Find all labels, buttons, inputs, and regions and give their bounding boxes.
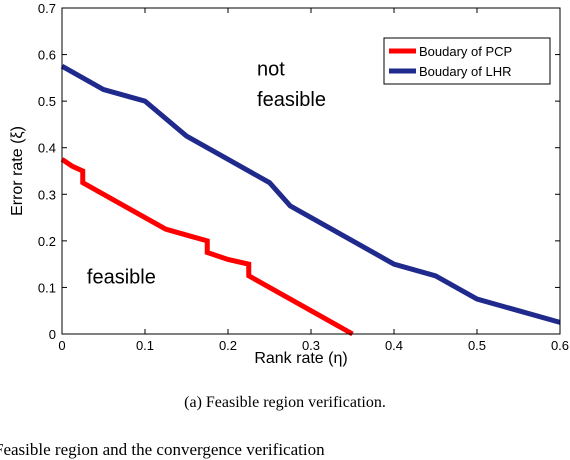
- region-annotation-1: not: [257, 59, 285, 81]
- x-axis-label: Rank rate (η): [254, 350, 347, 367]
- x-tick-label: 0.5: [468, 338, 486, 353]
- y-tick-label: 0: [49, 327, 56, 342]
- footer-text: Feasible region and the convergence veri…: [0, 440, 325, 459]
- x-tick-label: 0.4: [385, 338, 403, 353]
- y-tick-label: 0.6: [38, 48, 56, 63]
- plot-area: 0 0.1 0.2 0.3 0.4 0.5 0.6 0 0.1 0.2 0.3 0.4 0.5 0.6 0.…: [9, 1, 569, 367]
- y-tick-label: 0.3: [38, 187, 56, 202]
- series-line-1: [60, 157, 354, 337]
- y-tick-label: 0.5: [38, 94, 56, 109]
- y-axis-label: Error rate (ξ): [9, 126, 26, 216]
- region-annotation-2: feasible: [257, 89, 326, 111]
- y-tick-label: 0.1: [38, 280, 56, 295]
- x-tick-label: 0.1: [136, 338, 154, 353]
- legend-label-2: Boudary of LHR: [419, 64, 512, 79]
- figure-caption: (a) Feasible region verification.: [184, 394, 386, 411]
- y-tick-label: 0.7: [38, 1, 56, 16]
- region-annotation-3: feasible: [87, 267, 156, 289]
- x-tick-label: 0.2: [219, 338, 237, 353]
- legend-box: [383, 37, 551, 85]
- y-tick-label: 0.2: [38, 234, 56, 249]
- x-tick-label: 0.3: [302, 338, 320, 353]
- series-line-2: [60, 64, 561, 325]
- legend-label-1: Boudary of PCP: [419, 44, 512, 59]
- y-tick-label: 0.4: [38, 141, 56, 156]
- x-tick-label: 0: [58, 338, 65, 353]
- x-tick-label: 0.6: [551, 338, 569, 353]
